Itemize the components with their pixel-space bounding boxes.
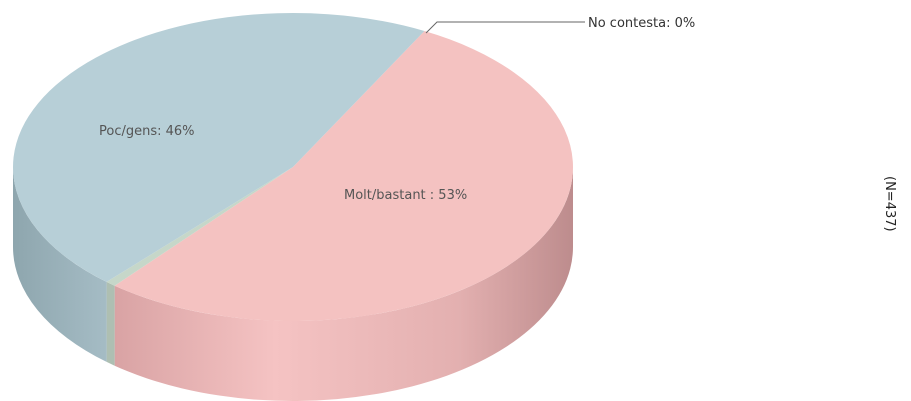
- pie-side-no-contesta: [106, 281, 115, 366]
- slice-label-no-contesta: No contesta: 0%: [588, 16, 695, 31]
- callout-line-no-contesta: [425, 21, 585, 34]
- pie-tops: [12, 12, 573, 322]
- pie-slice-no-contesta: [106, 167, 293, 286]
- sample-size-label: (N=437): [882, 176, 897, 232]
- pie-sides: [13, 167, 573, 401]
- slice-label-poc-gens: Poc/gens: 46%: [99, 124, 195, 139]
- pie-slice-poc-gens: [12, 12, 425, 282]
- slice-label-molt-bastant: Molt/bastant : 53%: [344, 188, 467, 203]
- pie-side-poc-gens: [13, 167, 107, 362]
- pie-slice-molt-bastant: [114, 31, 573, 322]
- pie-labels: Molt/bastant : 53% Poc/gens: 46% No cont…: [99, 16, 897, 232]
- pie-side-molt-bastant: [114, 167, 573, 401]
